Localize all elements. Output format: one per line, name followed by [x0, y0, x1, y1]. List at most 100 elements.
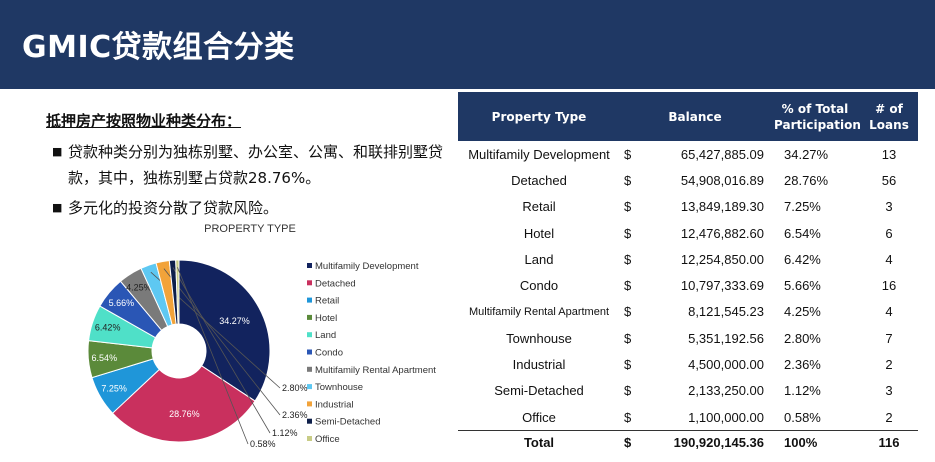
- slice-data-label: 7.25%: [101, 384, 127, 394]
- cell-balance: 12,476,882.60: [680, 225, 764, 241]
- table-row: Retail $13,849,189.30 7.25% 3: [458, 194, 918, 220]
- bullet-text: 贷款种类分别为独栋别墅、办公室、公寓、和联排别墅贷款，其中，独栋别墅占贷款28.…: [68, 143, 444, 187]
- cell-currency: $: [620, 430, 642, 454]
- legend-label: Condo: [315, 348, 343, 359]
- table-row: Townhouse $5,351,192.56 2.80% 7: [458, 325, 918, 351]
- legend-swatch: [307, 314, 312, 320]
- col-header-property-type: Property Type: [458, 92, 620, 141]
- legend-label: Hotel: [315, 313, 337, 324]
- cell-property-type: Land: [524, 251, 554, 267]
- cell-currency: $: [624, 199, 632, 215]
- pie-slice-detached: [111, 365, 256, 443]
- legend-swatch: [307, 384, 312, 390]
- table-row: Multifamily Rental Apartment $8,121,545.2…: [458, 299, 918, 325]
- bullet-item: ■ 多元化的投资分散了贷款风险。: [52, 195, 462, 221]
- legend-swatch: [307, 297, 312, 303]
- slice-data-label: 6.42%: [95, 323, 121, 333]
- legend-label: Land: [315, 330, 336, 341]
- cell-loan-count: 4: [885, 251, 893, 267]
- col-header-balance: Balance: [620, 92, 770, 141]
- cell-loan-count: 2: [885, 409, 893, 425]
- cell-currency: $: [624, 225, 632, 241]
- bullet-square-icon: ■: [52, 145, 63, 158]
- section-subheading: 抵押房产按照物业种类分布：: [46, 112, 242, 130]
- legend-swatch: [307, 366, 312, 372]
- table-row: Multifamily Development $65,427,885.09 34.…: [458, 141, 918, 167]
- cell-currency: $: [624, 409, 632, 425]
- chart-title: PROPERTY TYPE: [204, 223, 296, 235]
- legend-label: Multifamily Rental Apartment: [315, 365, 436, 376]
- col-header-percent: % of Total Participation: [770, 92, 861, 141]
- cell-percent: 0.58%: [784, 409, 821, 425]
- cell-currency: $: [624, 146, 632, 162]
- cell-property-type: Office: [522, 409, 556, 425]
- cell-percent: 2.80%: [784, 330, 821, 346]
- legend-label: Semi-Detached: [315, 417, 380, 428]
- legend-swatch: [307, 263, 312, 268]
- legend-swatch: [307, 280, 312, 286]
- cell-currency: $: [624, 172, 632, 188]
- cell-percent: 34.27%: [784, 146, 829, 162]
- cell-loan-count: 4: [885, 304, 893, 320]
- cell-currency: $: [624, 383, 632, 399]
- legend-swatch: [307, 349, 312, 355]
- legend-swatch: [307, 418, 312, 424]
- cell-currency: $: [624, 330, 632, 346]
- legend-swatch: [307, 332, 312, 338]
- slice-data-label: 6.54%: [92, 353, 118, 363]
- cell-balance: 2,133,250.00: [688, 383, 764, 399]
- table-row: Semi-Detached $2,133,250.00 1.12% 3: [458, 378, 918, 404]
- legend-label: Office: [315, 434, 340, 445]
- cell-percent: 100%: [770, 430, 860, 454]
- slice-data-label: 28.76%: [169, 409, 200, 419]
- page-title: GMIC贷款组合分类: [22, 30, 295, 65]
- cell-percent: 5.66%: [784, 278, 821, 294]
- slice-data-label: 5.66%: [109, 298, 135, 308]
- cell-property-type: Hotel: [523, 225, 555, 241]
- cell-percent: 4.25%: [784, 304, 821, 320]
- pie-slice-office: [175, 259, 180, 325]
- cell-currency: $: [624, 251, 632, 267]
- legend-swatch: [307, 401, 312, 407]
- cell-loan-count: 3: [885, 383, 893, 399]
- slice-data-label: 2.80%: [282, 383, 308, 393]
- cell-loan-count: 6: [885, 225, 893, 241]
- cell-balance: 12,254,850.00: [680, 251, 764, 267]
- table-row: Industrial $4,500,000.00 2.36% 2: [458, 351, 918, 377]
- cell-balance: 13,849,189.30: [680, 199, 764, 215]
- cell-currency: $: [624, 304, 632, 320]
- cell-balance: 54,908,016.89: [680, 172, 764, 188]
- cell-percent: 2.36%: [784, 357, 821, 373]
- cell-loan-count: 116: [860, 430, 918, 454]
- legend-label: Multifamily Development: [315, 261, 419, 272]
- legend-label: Industrial: [315, 399, 354, 410]
- cell-currency: $: [624, 357, 632, 373]
- slice-data-label: 34.27%: [219, 316, 250, 326]
- cell-balance: 10,797,333.69: [680, 278, 764, 294]
- table-row: Land $12,254,850.00 6.42% 4: [458, 246, 918, 272]
- cell-percent: 1.12%: [784, 383, 821, 399]
- cell-balance: 8,121,545.23: [688, 304, 764, 320]
- table-row: Condo $10,797,333.69 5.66% 16: [458, 272, 918, 298]
- cell-loan-count: 13: [881, 146, 897, 162]
- cell-loan-count: 7: [885, 330, 893, 346]
- table-header-row: Property Type Balance % of Total Partici…: [458, 92, 918, 141]
- table-row: Hotel $12,476,882.60 6.54% 6: [458, 220, 918, 246]
- cell-property-type: Detached: [511, 172, 567, 188]
- bullet-text: 多元化的投资分散了贷款风险。: [68, 199, 279, 217]
- cell-property-type: Multifamily Development: [468, 146, 610, 162]
- cell-percent: 6.42%: [784, 251, 821, 267]
- legend-label: Retail: [315, 296, 339, 307]
- table-row: Detached $54,908,016.89 28.76% 56: [458, 167, 918, 193]
- slice-data-label: 4.25%: [126, 283, 152, 293]
- slice-data-label: 2.36%: [282, 410, 308, 420]
- cell-property-type: Condo: [519, 278, 559, 294]
- title-bar: GMIC贷款组合分类: [0, 0, 935, 89]
- cell-property-type: Retail: [522, 199, 556, 215]
- legend-swatch: [307, 436, 312, 441]
- cell-property-type: Total: [458, 430, 620, 454]
- cell-percent: 6.54%: [784, 225, 821, 241]
- col-header-loans: # of Loans: [860, 92, 918, 141]
